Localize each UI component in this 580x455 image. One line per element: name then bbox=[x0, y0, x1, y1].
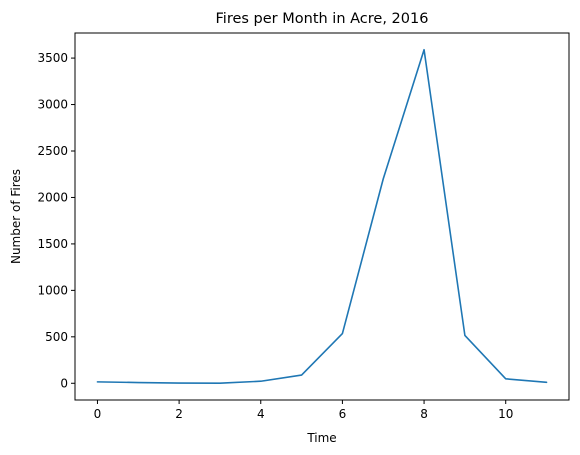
chart-title: Fires per Month in Acre, 2016 bbox=[216, 11, 429, 27]
x-tick-label: 8 bbox=[420, 407, 428, 421]
plot-frame bbox=[74, 32, 570, 401]
series-line-1 bbox=[96, 48, 548, 384]
x-tick-label: 2 bbox=[175, 407, 183, 421]
plot-area: 0 2 4 6 8 10 0 500 1000 1500 2000 2500 3000 3500 bbox=[37, 48, 548, 421]
x-tick-label: 10 bbox=[498, 407, 513, 421]
y-tick-label: 2000 bbox=[37, 190, 68, 204]
x-axis-label: Time bbox=[306, 431, 336, 445]
y-axis-label: Number of Fires bbox=[9, 169, 23, 264]
y-tick-label: 0 bbox=[60, 376, 68, 390]
y-tick-label: 2500 bbox=[37, 144, 68, 158]
y-tick-label: 1500 bbox=[37, 237, 68, 251]
y-tick-label: 1000 bbox=[37, 283, 68, 297]
x-tick-label: 0 bbox=[94, 407, 102, 421]
y-tick-label: 3000 bbox=[37, 98, 68, 112]
x-tick-label: 4 bbox=[257, 407, 265, 421]
x-tick-label: 6 bbox=[339, 407, 347, 421]
y-tick-label: 500 bbox=[45, 330, 68, 344]
y-tick-label: 3500 bbox=[37, 51, 68, 65]
